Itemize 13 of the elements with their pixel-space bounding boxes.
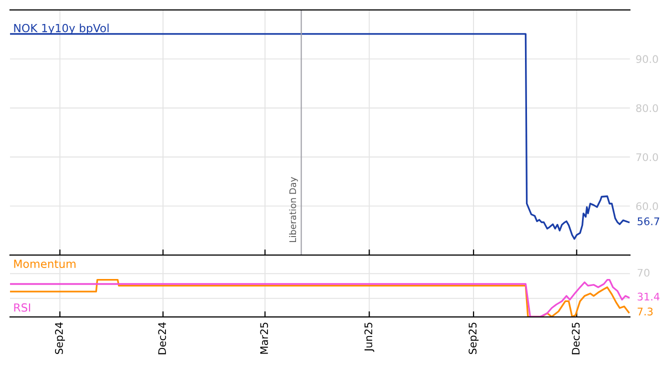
text: Momentum: [14, 260, 76, 268]
ref-line-label: Liberation Day: [289, 177, 298, 242]
x-tick-label: Sep24: [55, 322, 65, 354]
series-label: RSI: [14, 303, 30, 312]
x-tick-label: Dec25: [572, 322, 580, 354]
data-label: 31.4: [638, 292, 660, 301]
data-label: 7.3: [638, 308, 653, 316]
line-series: [10, 33, 630, 240]
data-label: 56.7: [638, 217, 660, 226]
x-tick-label: Sep25: [468, 322, 479, 354]
x-tick-label: Mar25: [260, 322, 268, 354]
x-tick-label: Dec24: [158, 322, 166, 354]
x-tick-label: Jun25: [364, 322, 374, 352]
